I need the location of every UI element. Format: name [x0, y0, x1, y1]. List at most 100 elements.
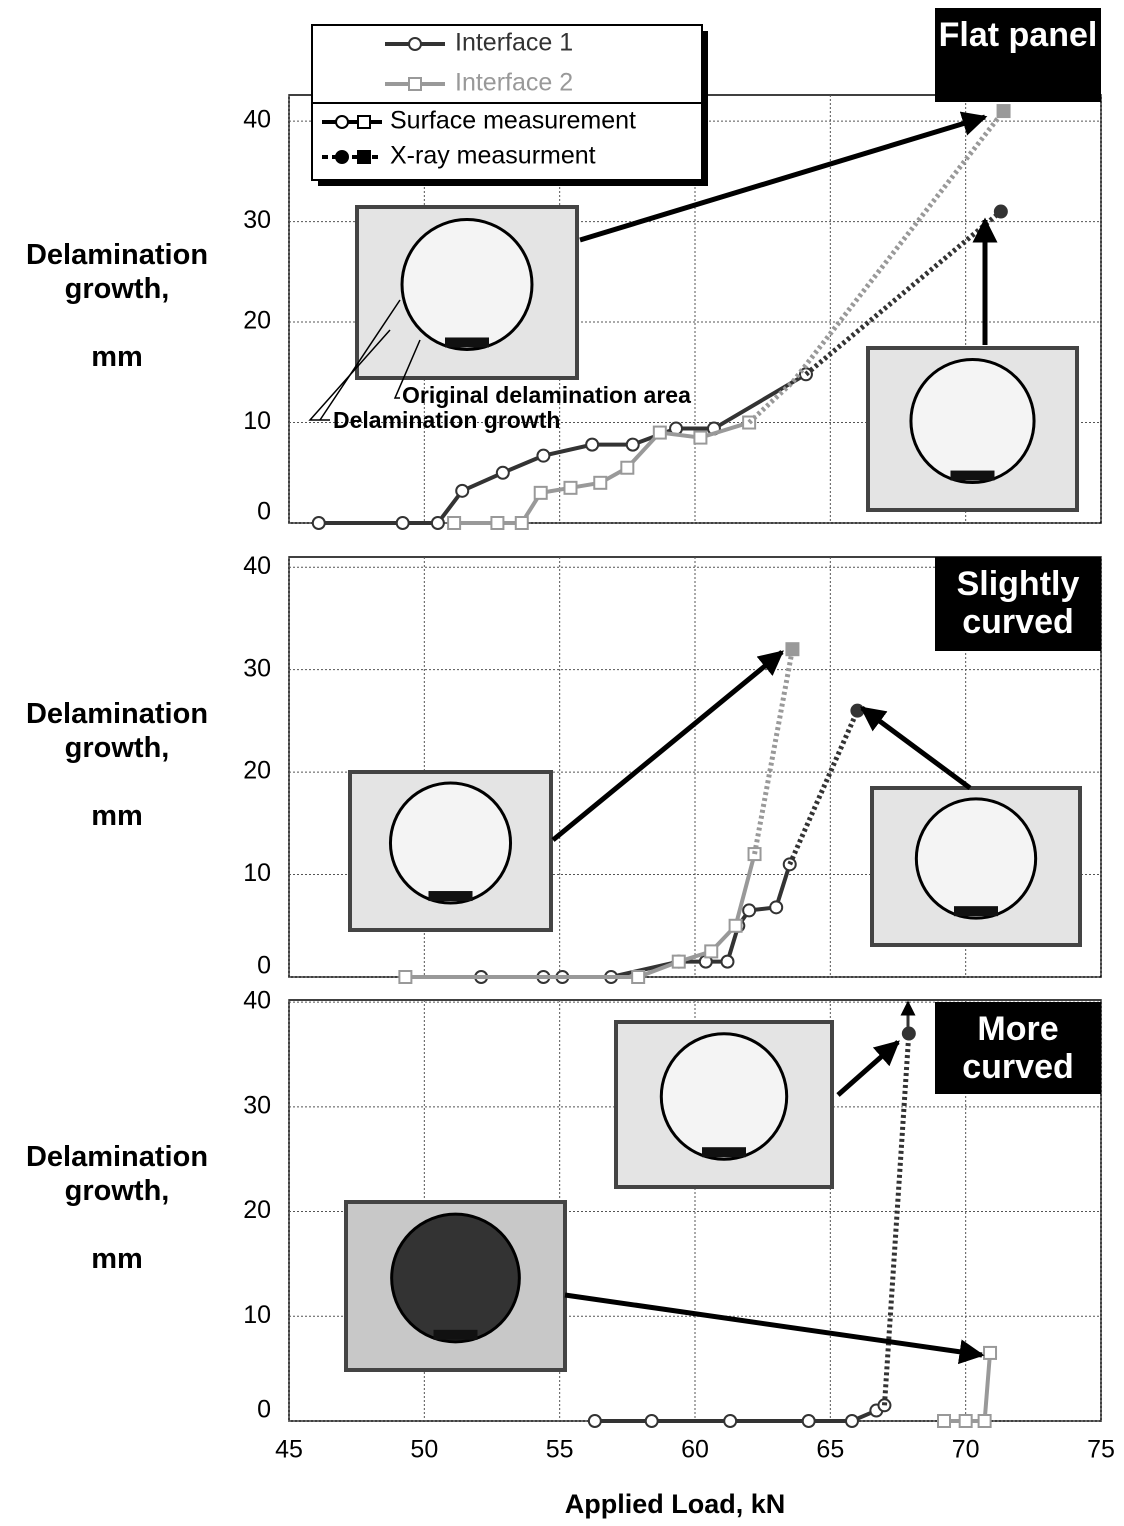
- legend-swatch: [357, 115, 371, 129]
- series-line: [747, 109, 1006, 425]
- marker: [720, 954, 735, 969]
- arrow: [836, 1040, 900, 1097]
- marker: [742, 903, 757, 918]
- arrow: [551, 650, 784, 842]
- photo-circle: [390, 1212, 521, 1344]
- series-line: [787, 709, 860, 866]
- y-tick-label: 20: [243, 757, 271, 785]
- marker: [311, 516, 326, 530]
- marker: [395, 516, 410, 530]
- y-axis-label: Delamination growth, mm: [25, 698, 209, 832]
- y-tick-label: 10: [243, 407, 271, 435]
- x-axis-label: Applied Load, kN: [565, 1489, 786, 1519]
- legend-label: Interface 1: [455, 29, 573, 57]
- marker: [620, 460, 635, 475]
- marker: [652, 425, 667, 440]
- leader-line: [393, 339, 421, 399]
- y-axis-label: Delamination growth, mm: [25, 1141, 209, 1275]
- y-tick-label: 0: [257, 1396, 271, 1424]
- marker: [533, 485, 548, 500]
- marker: [563, 480, 578, 495]
- marker: [587, 1414, 602, 1428]
- x-tick-label: 45: [275, 1436, 303, 1464]
- legend-swatch: [357, 150, 371, 164]
- legend-label: X-ray measurment: [390, 142, 596, 170]
- photo-circle: [914, 797, 1038, 920]
- panel-label: Slightly curved: [935, 557, 1101, 651]
- panel-label: More curved: [935, 1002, 1101, 1094]
- y-tick-label: 30: [243, 654, 271, 682]
- photo-circle: [659, 1032, 789, 1161]
- marker: [593, 475, 608, 490]
- y-tick-label: 0: [257, 952, 271, 980]
- marker: [785, 642, 800, 657]
- marker: [996, 104, 1011, 119]
- marker: [447, 516, 462, 530]
- arrow: [859, 705, 972, 791]
- legend-label: Surface measurement: [390, 107, 636, 135]
- series-line: [944, 1352, 993, 1423]
- marker: [536, 448, 551, 463]
- legend-swatch: [408, 37, 422, 51]
- x-tick-label: 60: [681, 1436, 709, 1464]
- marker: [993, 204, 1008, 219]
- photo-fixture: [445, 337, 489, 348]
- photo-circle: [400, 218, 534, 351]
- marker: [728, 918, 743, 933]
- marker: [490, 516, 505, 530]
- photo-fixture: [433, 1329, 478, 1340]
- y-tick-label: 20: [243, 1196, 271, 1224]
- photo-fixture: [954, 906, 998, 917]
- photo-fixture: [950, 470, 995, 481]
- marker: [631, 970, 646, 984]
- x-tick-label: 50: [410, 1436, 438, 1464]
- legend-swatch: [335, 115, 349, 129]
- marker: [625, 437, 640, 452]
- photo-fixture: [428, 891, 473, 902]
- photo-circle: [388, 781, 513, 905]
- legend: Interface 1 Interface 2 Surface measuremen…: [311, 24, 708, 186]
- marker: [495, 465, 510, 480]
- marker: [704, 944, 719, 959]
- series-line: [804, 209, 1003, 377]
- annotation: Delamination growth: [333, 407, 560, 433]
- panel-label: Flat panel: [935, 8, 1101, 102]
- photo-fixture: [702, 1147, 746, 1158]
- marker: [514, 516, 529, 530]
- series-line: [405, 853, 757, 979]
- marker: [693, 430, 708, 445]
- legend-label: Interface 2: [455, 69, 573, 97]
- y-tick-label: 20: [243, 307, 271, 335]
- y-axis-label: Delamination growth, mm: [25, 239, 209, 373]
- y-tick-label: 0: [257, 498, 271, 526]
- x-tick-label: 75: [1087, 1436, 1115, 1464]
- photo-circle: [909, 357, 1036, 485]
- x-tick-label: 65: [816, 1436, 844, 1464]
- marker: [958, 1414, 973, 1428]
- marker: [723, 1414, 738, 1428]
- marker: [977, 1414, 992, 1428]
- marker: [455, 483, 470, 498]
- legend-swatch: [335, 150, 349, 164]
- arrow: [564, 1292, 985, 1365]
- y-tick-label: 40: [243, 987, 271, 1015]
- y-tick-label: 10: [243, 859, 271, 887]
- series-line: [454, 420, 750, 525]
- y-tick-label: 40: [243, 552, 271, 580]
- marker: [585, 437, 600, 452]
- marker: [644, 1414, 659, 1428]
- y-tick-label: 40: [243, 106, 271, 134]
- x-tick-label: 70: [952, 1436, 980, 1464]
- leader-line: [308, 329, 391, 421]
- marker: [983, 1345, 998, 1360]
- x-tick-label: 55: [546, 1436, 574, 1464]
- marker: [398, 970, 413, 984]
- y-tick-label: 30: [243, 1091, 271, 1119]
- arrow: [579, 111, 988, 243]
- annotation: Original delamination area: [402, 382, 691, 408]
- y-tick-label: 30: [243, 206, 271, 234]
- y-tick-label: 10: [243, 1301, 271, 1329]
- marker: [937, 1414, 952, 1428]
